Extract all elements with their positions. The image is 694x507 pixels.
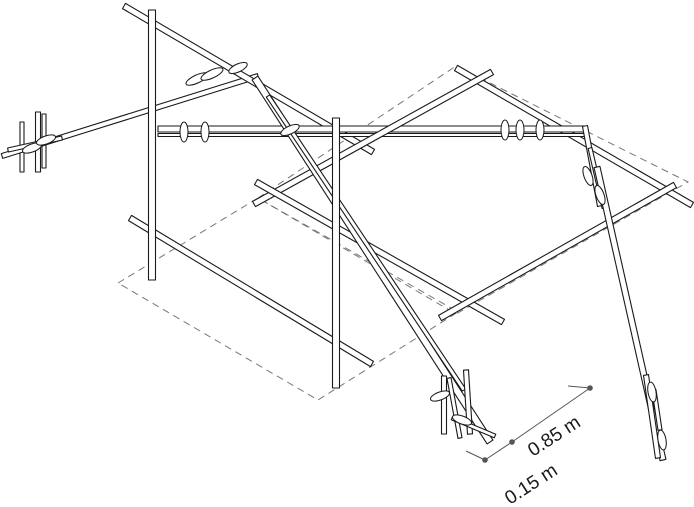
dim-a-line	[511, 387, 591, 443]
clamp-right-post-b	[594, 185, 606, 205]
bamboo-tube-bottom-left-rail	[127, 214, 375, 368]
dim-a-extension-line	[567, 385, 591, 389]
clamp-rear-right-a	[500, 119, 510, 141]
footprint-front	[117, 197, 459, 401]
clamp-left-b	[36, 134, 56, 146]
bamboo-tube-left-upright	[147, 9, 157, 281]
bamboo-tube-top-diagonal	[251, 68, 495, 208]
clamp-rear-left-b	[200, 121, 210, 143]
clamp-right-stub-b	[657, 429, 667, 451]
clamps-group	[22, 61, 667, 451]
dim-b-extension-line	[465, 450, 486, 461]
dim-label-0-15m: 0.15 m	[501, 460, 561, 507]
bamboo-tube-center-upright	[331, 117, 341, 389]
dim-marker-1	[587, 385, 593, 391]
bamboo-tube-left-rail	[0, 73, 260, 159]
clamp-rear-right-b	[515, 119, 525, 141]
bamboo-tube-main-diagonal-brace	[251, 75, 494, 445]
clamp-rear-right-c	[535, 119, 545, 141]
dim-label-0-85m: 0.85 m	[524, 412, 584, 461]
bamboo-tube-mid-diagonal	[253, 178, 506, 326]
clamp-bottom-a	[430, 390, 450, 402]
bamboo-tube-bottom-stub-a	[440, 375, 448, 435]
dim-b-line	[484, 441, 513, 461]
dim-marker-2	[509, 439, 515, 445]
clamp-right-stub-a	[647, 381, 657, 403]
dimension-annotations: 0.85 m 0.15 m	[465, 385, 593, 507]
clamp-top-left-c	[228, 61, 248, 75]
clamp-bottom-b	[452, 414, 472, 426]
dim-marker-3	[482, 457, 488, 463]
bamboo-tube-bottom-stub-c	[462, 369, 474, 435]
bamboo-tube-front-right-rail	[437, 181, 678, 322]
clamp-right-post-a	[582, 166, 594, 186]
clamp-top-left-b	[200, 67, 224, 81]
clamp-rear-left-a	[179, 121, 189, 143]
clamp-brace-top	[280, 123, 300, 137]
bamboo-tube-right-stub-a	[642, 374, 662, 459]
bamboo-tube-long-front-diagonal	[121, 2, 376, 156]
poles-group	[0, 2, 694, 462]
